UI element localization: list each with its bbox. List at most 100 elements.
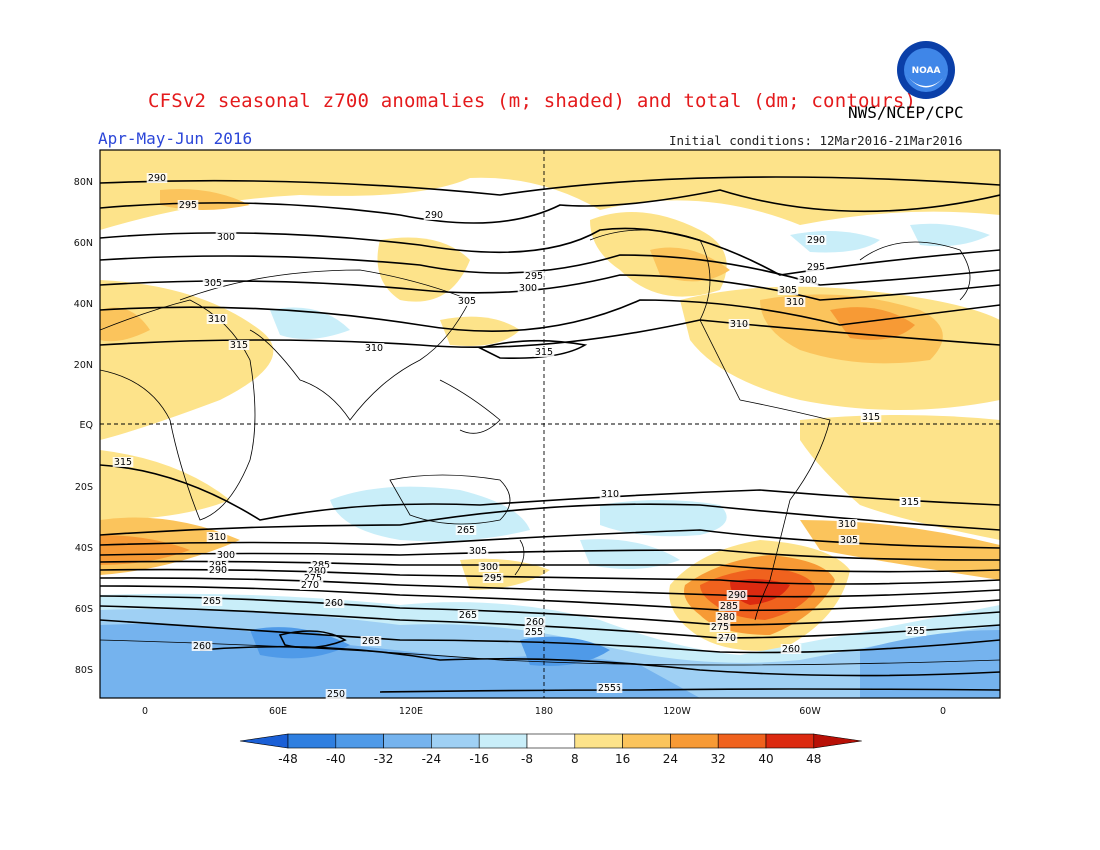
contour-label: 300 xyxy=(797,275,819,286)
contour-label: 265 xyxy=(201,596,223,607)
contour-label: 310 xyxy=(599,489,621,500)
svg-text:300: 300 xyxy=(217,232,235,243)
colorbar: -48 -40 -32 -24 -16 -8 8 16 24 32 40 48 xyxy=(239,733,862,766)
lat-label-eq: EQ xyxy=(80,420,93,431)
lat-label-20n: 20N xyxy=(74,360,93,371)
colorbar-tick-label: -8 xyxy=(521,752,533,766)
svg-text:290: 290 xyxy=(148,173,166,184)
contour-label: 300 xyxy=(215,232,237,243)
contour-label: 300 xyxy=(517,283,539,294)
lon-label-0-east: 0 xyxy=(940,706,946,717)
svg-text:310: 310 xyxy=(601,489,619,500)
svg-text:305: 305 xyxy=(840,535,858,546)
contour-label: 290 xyxy=(207,565,229,576)
contour-label: 310 xyxy=(206,314,228,325)
svg-text:270: 270 xyxy=(301,580,319,591)
svg-text:285: 285 xyxy=(720,601,738,612)
longitude-axis: 0 60E 120E 180 120W 60W 0 xyxy=(142,706,946,717)
contour-label: 295 xyxy=(523,271,545,282)
svg-text:260: 260 xyxy=(526,617,544,628)
colorbar-tick-label: -32 xyxy=(374,752,394,766)
lat-label-60n: 60N xyxy=(74,238,93,249)
colorbar-tick-label: 8 xyxy=(571,752,579,766)
colorbar-segment xyxy=(287,733,337,749)
noaa-logo: NOAA xyxy=(897,41,955,99)
contour-label: 260 xyxy=(191,641,213,652)
svg-text:265: 265 xyxy=(203,596,221,607)
contour-label: 290 xyxy=(805,235,827,246)
colorbar-tick-label: 48 xyxy=(806,752,821,766)
svg-text:305: 305 xyxy=(204,278,222,289)
contour-label: 305 xyxy=(456,296,478,307)
lon-label-0-west: 0 xyxy=(142,706,148,717)
svg-text:315: 315 xyxy=(901,497,919,508)
contour-label: 265 xyxy=(457,610,479,621)
contour-label: 260 xyxy=(780,644,802,655)
svg-text:290: 290 xyxy=(807,235,825,246)
svg-text:295: 295 xyxy=(807,262,825,273)
svg-text:305: 305 xyxy=(469,546,487,557)
coastlines xyxy=(100,229,1000,666)
svg-text:290: 290 xyxy=(209,565,227,576)
svg-text:290: 290 xyxy=(425,210,443,221)
colorbar-tick-label: 16 xyxy=(615,752,630,766)
contour-label: 255 xyxy=(523,627,545,638)
svg-text:305: 305 xyxy=(779,285,797,296)
colorbar-segment xyxy=(526,733,576,749)
svg-text:270: 270 xyxy=(718,633,736,644)
lat-label-40n: 40N xyxy=(74,299,93,310)
map-frame xyxy=(99,149,1001,699)
latitude-axis: 80N 60N 40N 20N EQ 20S 40S 60S 80S xyxy=(74,177,93,676)
contour-label: 315 xyxy=(112,457,134,468)
colorbar-arrow-right xyxy=(813,733,862,749)
svg-text:310: 310 xyxy=(208,314,226,325)
contour-label: 290 xyxy=(726,590,748,601)
colorbar-segment xyxy=(431,733,480,749)
svg-text:260: 260 xyxy=(782,644,800,655)
svg-text:265: 265 xyxy=(362,636,380,647)
colorbar-tick-label: -16 xyxy=(469,752,489,766)
colorbar-tick-label: 40 xyxy=(758,752,773,766)
svg-text:280: 280 xyxy=(308,566,326,577)
contour-label: 250 xyxy=(325,689,347,700)
lat-label-80s: 80S xyxy=(75,665,93,676)
svg-text:310: 310 xyxy=(730,319,748,330)
contour-label: 280 xyxy=(306,566,328,577)
contour-label: 255 xyxy=(596,683,618,694)
initial-conditions-label: Initial conditions: 12Mar2016-21Mar2016 xyxy=(669,133,963,148)
contour-label: 305 xyxy=(838,535,860,546)
svg-text:265: 265 xyxy=(457,525,475,536)
svg-text:300: 300 xyxy=(799,275,817,286)
svg-text:295: 295 xyxy=(484,573,502,584)
colorbar-segment xyxy=(335,733,384,749)
contour-label: 275 xyxy=(709,622,731,633)
contour-label: 305 xyxy=(202,278,224,289)
svg-text:255: 255 xyxy=(907,626,925,637)
lat-label-40s: 40S xyxy=(75,543,93,554)
colorbar-segment xyxy=(383,733,432,749)
svg-text:275: 275 xyxy=(304,573,322,584)
height-contours xyxy=(100,176,1000,693)
contour-label: 290 xyxy=(146,173,168,184)
contour-label: 260 xyxy=(524,617,546,628)
contour-label: 295 xyxy=(805,262,827,273)
contour-label: 270 xyxy=(716,633,738,644)
svg-text:275: 275 xyxy=(711,622,729,633)
contour-label: 315 xyxy=(228,340,250,351)
contour-label: 310 xyxy=(784,297,806,308)
contour-label: 315 xyxy=(860,412,882,423)
contour-label: 315 xyxy=(899,497,921,508)
svg-text:300: 300 xyxy=(480,562,498,573)
contour-label: 285 xyxy=(310,560,332,571)
svg-text:305: 305 xyxy=(458,296,476,307)
season-label: Apr-May-Jun 2016 xyxy=(98,129,253,148)
colorbar-segment xyxy=(622,733,671,749)
colorbar-tick-label: 24 xyxy=(663,752,678,766)
contour-label: 310 xyxy=(728,319,750,330)
contour-label: 265 xyxy=(360,636,382,647)
svg-text:315: 315 xyxy=(862,412,880,423)
svg-text:255: 255 xyxy=(525,627,543,638)
svg-text:300: 300 xyxy=(217,550,235,561)
colorbar-arrow-left xyxy=(239,733,289,749)
svg-text:295: 295 xyxy=(179,200,197,211)
